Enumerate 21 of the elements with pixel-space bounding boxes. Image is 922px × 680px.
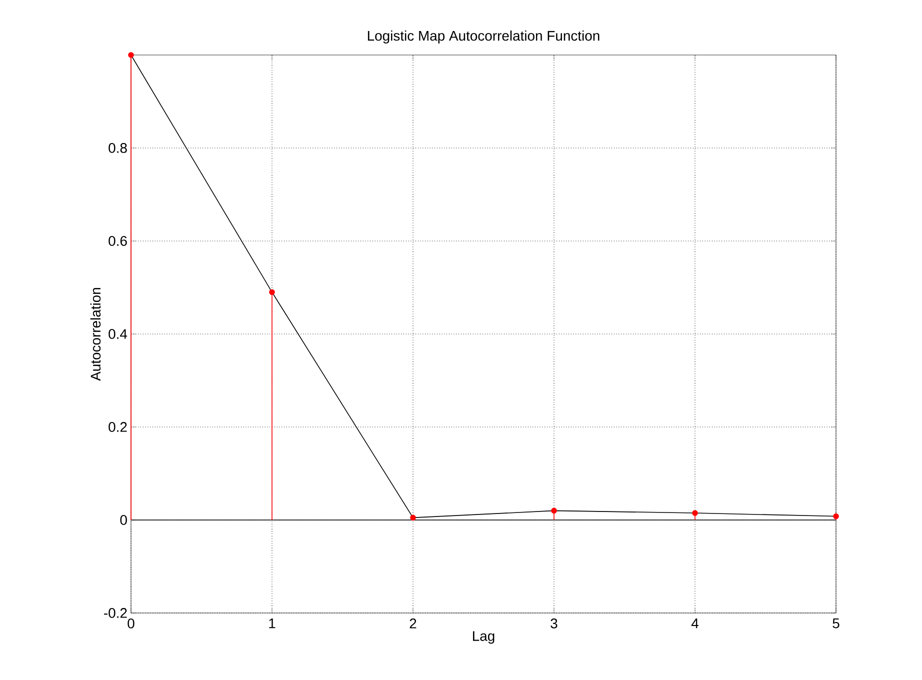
y-tick-label: 0.4 — [108, 329, 128, 339]
point — [128, 52, 134, 58]
y-tick-label: 0.2 — [108, 422, 127, 432]
y-tick-label: 0.8 — [108, 143, 127, 153]
point — [410, 514, 416, 521]
x-tick-label: 0 — [128, 618, 134, 628]
point — [833, 513, 839, 520]
point — [551, 508, 557, 514]
y-tick-label: 0 — [120, 515, 127, 525]
x-tick-label: 1 — [269, 618, 276, 628]
x-tick-label: 5 — [832, 618, 840, 628]
point — [692, 510, 698, 516]
y-tick-label: -0.2 — [104, 608, 127, 618]
chart-title: Logistic Map Autocorrelation Function — [368, 30, 600, 44]
point — [269, 289, 275, 296]
x-tick-label: 3 — [550, 618, 558, 628]
x-tick-label: 4 — [691, 618, 698, 628]
y-tick-label: 0.6 — [108, 236, 127, 246]
x-tick-label: 2 — [410, 618, 416, 628]
y-axis-title: Autocorrelation — [90, 288, 101, 381]
x-axis-title: Lag — [473, 631, 494, 644]
